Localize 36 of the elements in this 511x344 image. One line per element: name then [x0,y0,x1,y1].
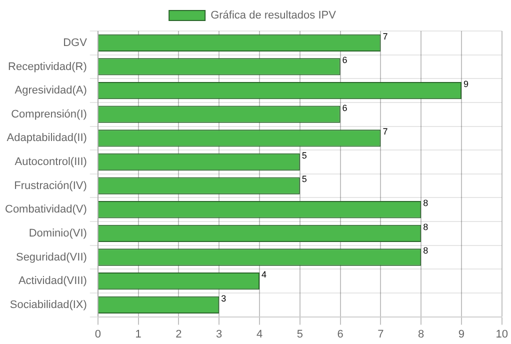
x-tick-label: 0 [94,328,101,340]
legend-label: Gráfica de resultados IPV [210,10,337,22]
x-tick-label: 10 [496,328,508,340]
y-tick-label: Adaptabilidad(II) [6,132,87,144]
y-tick-label: Dominio(VI) [28,227,87,240]
data-label: 5 [302,174,307,184]
x-tick-label: 9 [458,328,465,340]
y-tick-label: Autocontrol(III) [14,156,87,168]
data-label: 6 [342,55,348,66]
y-tick-label: Agresividad(A) [14,84,87,97]
data-label: 5 [302,150,307,160]
data-label: 8 [423,246,428,256]
y-tick-label: Combatividad(V) [5,204,87,216]
y-tick-label: Receptividad(R) [8,60,87,73]
y-tick-label: DGV [63,36,88,49]
y-tick-label: Seguridad(VII) [16,251,87,264]
y-tick-label: Comprensión(I) [11,108,87,120]
data-label: 8 [423,198,428,208]
x-tick-label: 8 [418,328,424,340]
data-label: 9 [463,78,468,89]
data-label: 6 [342,102,348,113]
x-tick-label: 1 [135,328,142,340]
y-tick-label: Frustración(IV) [14,180,87,192]
x-tick-label: 6 [337,328,344,340]
x-tick-label: 3 [216,328,222,340]
x-tick-label: 7 [378,328,384,340]
x-tick-label: 4 [256,328,263,340]
data-label: 4 [262,269,267,280]
data-label: 8 [423,222,428,232]
y-tick-label: Sociabilidad(IX) [10,298,87,311]
data-label: 3 [221,293,226,304]
data-label: 7 [382,126,388,137]
y-tick-label: Actividad(VIII) [18,275,87,288]
x-tick-label: 2 [176,328,182,340]
data-label: 7 [382,31,388,42]
x-tick-label: 5 [296,328,303,340]
